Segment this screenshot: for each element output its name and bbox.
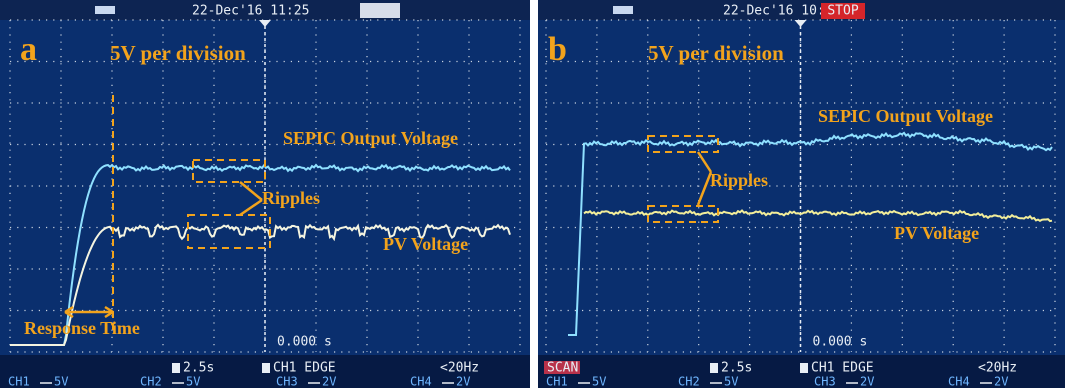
- annotation-output: SEPIC Output Voltage: [818, 106, 993, 126]
- trigger-mode: CH1 EDGE: [273, 361, 336, 376]
- usb-icon: [95, 6, 115, 14]
- filter: <20Hz: [440, 361, 479, 376]
- trigger-time: 0.000 s: [813, 335, 868, 350]
- annotation-pv: PV Voltage: [383, 234, 468, 254]
- annotation-ripples: Ripples: [262, 188, 320, 208]
- scale-note: 5V per division: [648, 41, 784, 65]
- channel-scale: 2V: [994, 375, 1008, 388]
- screen: [538, 0, 1065, 388]
- timebase-icon: [710, 363, 718, 373]
- channel-scale: 5V: [592, 375, 606, 388]
- figure: 22-Dec'16 11:25 a 5V per division SEPIC Out…: [0, 0, 1065, 388]
- channel-name: CH1: [8, 375, 30, 388]
- channel-name: CH3: [276, 375, 298, 388]
- trigger-icon: [262, 363, 270, 373]
- annotation-output: SEPIC Output Voltage: [283, 128, 458, 148]
- channel-scale: 5V: [186, 375, 200, 388]
- channel-name: CH1: [546, 375, 568, 388]
- scan-mode: SCAN: [547, 361, 578, 376]
- channel-name: CH2: [140, 375, 162, 388]
- channel-scale: 5V: [54, 375, 68, 388]
- scale-note: 5V per division: [110, 41, 246, 65]
- panel-label: b: [548, 31, 567, 68]
- channel-name: CH4: [410, 375, 432, 388]
- annotation-ripples: Ripples: [710, 170, 768, 190]
- trigger-icon: [800, 363, 808, 373]
- channel-scale: 2V: [860, 375, 874, 388]
- timebase: 2.5s: [183, 361, 214, 376]
- annotation-pv: PV Voltage: [894, 223, 979, 243]
- channel-scale: 5V: [724, 375, 738, 388]
- run-state: STOP: [827, 4, 858, 19]
- usb-icon: [613, 6, 633, 14]
- timebase: 2.5s: [721, 361, 752, 376]
- timestamp: 22-Dec'16 11:25: [192, 4, 309, 19]
- state-badge: [360, 3, 400, 18]
- channel-scale: 2V: [322, 375, 336, 388]
- channel-name: CH2: [678, 375, 700, 388]
- channel-name: CH4: [948, 375, 970, 388]
- timebase-icon: [172, 363, 180, 373]
- channel-name: CH3: [814, 375, 836, 388]
- filter: <20Hz: [978, 361, 1017, 376]
- panel-label: a: [20, 31, 37, 68]
- trigger-time: 0.000 s: [277, 335, 332, 350]
- page: {"panels": [ {"label": "a", "timestamp":…: [0, 0, 1065, 388]
- scope-panel: 22-Dec'16 11:25 a 5V per division SEPIC Out…: [0, 0, 530, 388]
- annotation-response: Response Time: [24, 318, 140, 338]
- trigger-mode: CH1 EDGE: [811, 361, 874, 376]
- channel-scale: 2V: [456, 375, 470, 388]
